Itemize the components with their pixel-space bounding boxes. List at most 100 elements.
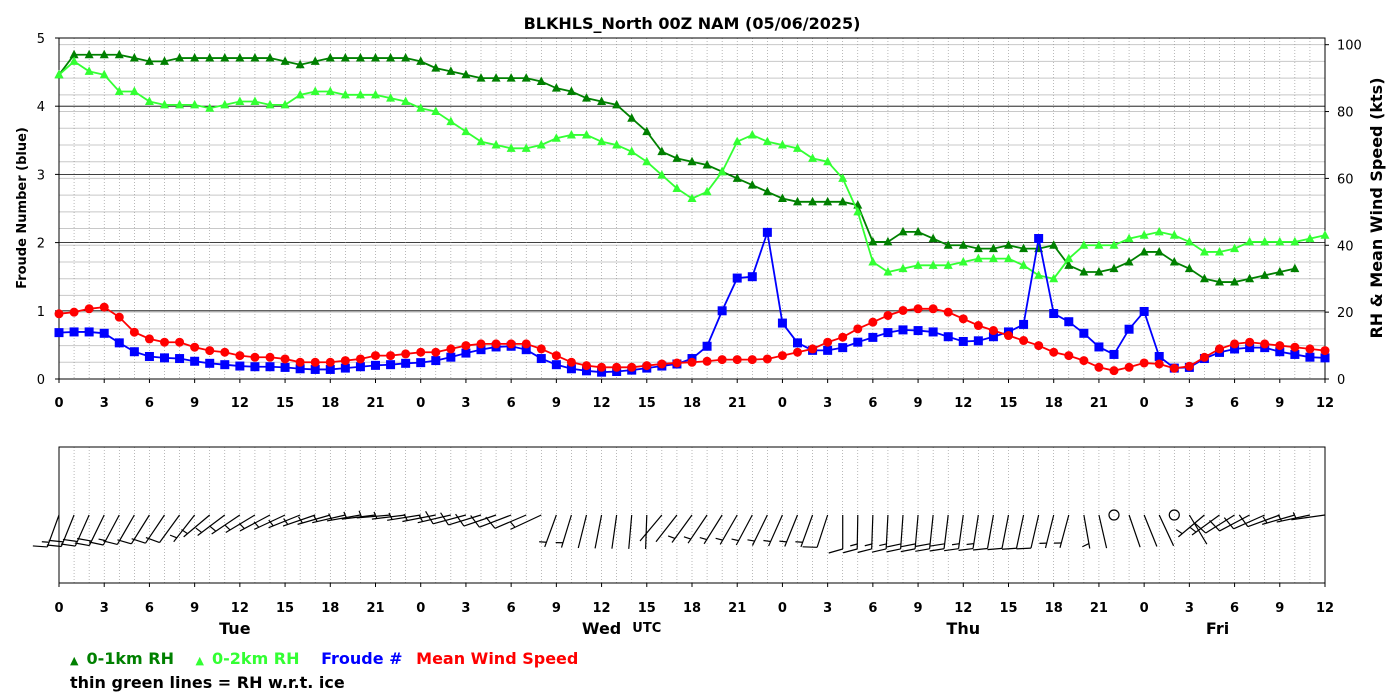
point-0-1km-rh — [777, 193, 787, 202]
point-froude — [943, 332, 953, 342]
barb-feather — [987, 547, 1003, 551]
wind-barb — [944, 514, 964, 552]
point-0-1km-rh — [114, 49, 124, 59]
barb-x-tick-label: 0 — [778, 601, 787, 616]
barb-half-feather — [209, 526, 217, 532]
point-0-2km-rh — [250, 96, 260, 106]
point-mean-wind-speed — [295, 357, 305, 367]
barb-staff — [159, 514, 181, 543]
wind-barb — [387, 512, 421, 521]
point-0-2km-rh — [521, 143, 531, 152]
point-0-1km-rh — [431, 63, 441, 72]
point-0-2km-rh — [627, 146, 637, 156]
wind-barb — [181, 514, 211, 538]
point-mean-wind-speed — [129, 327, 139, 337]
right-tick-label: 0 — [1337, 373, 1345, 388]
barb-staff — [1098, 514, 1108, 549]
barb-half-feather — [298, 516, 303, 524]
barb-feather — [145, 536, 160, 544]
barb-staff — [74, 514, 90, 547]
point-froude — [1305, 352, 1315, 362]
barb-half-feather — [951, 543, 960, 546]
point-0-2km-rh — [205, 103, 215, 112]
x-tick-label: 21 — [1090, 396, 1108, 411]
point-froude — [988, 332, 998, 342]
point-mean-wind-speed — [1184, 361, 1194, 371]
barb-staff — [1262, 514, 1296, 525]
point-0-1km-rh — [69, 49, 79, 59]
barb-feather — [77, 537, 92, 542]
barb-half-feather — [195, 527, 202, 533]
wind-barb — [145, 514, 181, 544]
x-tick-label: 9 — [1275, 396, 1284, 411]
wind-barb — [915, 514, 934, 552]
point-0-1km-rh — [1094, 267, 1104, 276]
barb-half-feather — [98, 538, 106, 542]
point-0-1km-rh — [913, 226, 923, 236]
x-tick-label: 0 — [778, 396, 787, 411]
point-0-2km-rh — [536, 139, 546, 149]
point-froude — [973, 336, 983, 346]
x-tick-label: 6 — [145, 396, 154, 411]
point-0-1km-rh — [762, 186, 772, 196]
x-tick-label: 6 — [1230, 396, 1239, 411]
point-0-2km-rh — [1094, 240, 1104, 249]
barb-half-feather — [1189, 527, 1197, 533]
point-mean-wind-speed — [265, 352, 275, 362]
point-0-2km-rh — [1169, 230, 1179, 239]
x-tick-label: 0 — [54, 396, 63, 411]
point-0-1km-rh — [702, 160, 712, 169]
barb-staff — [402, 514, 436, 523]
point-0-2km-rh — [265, 99, 275, 109]
barb-staff — [611, 514, 618, 549]
wind-barb — [1262, 514, 1296, 525]
point-mean-wind-speed — [928, 304, 938, 314]
point-0-2km-rh — [1230, 243, 1240, 253]
point-0-2km-rh — [190, 99, 200, 109]
point-froude — [582, 366, 591, 376]
wind-barb — [1001, 514, 1025, 550]
point-0-1km-rh — [190, 53, 200, 62]
point-0-2km-rh — [687, 193, 697, 202]
point-mean-wind-speed — [144, 334, 154, 344]
point-mean-wind-speed — [250, 352, 260, 362]
point-0-2km-rh — [310, 86, 320, 95]
left-tick-label: 4 — [37, 100, 45, 115]
barb-staff — [885, 514, 889, 549]
barb-staff — [856, 514, 859, 550]
point-0-1km-rh — [340, 53, 350, 62]
day-label: Fri — [1206, 619, 1229, 638]
barb-staff — [1030, 514, 1040, 549]
point-0-2km-rh — [1290, 236, 1300, 246]
point-froude — [310, 364, 320, 374]
point-mean-wind-speed — [898, 305, 908, 315]
point-0-1km-rh — [943, 240, 953, 249]
barb-staff — [116, 514, 135, 545]
point-0-1km-rh — [1019, 243, 1029, 253]
x-tick-label: 12 — [954, 396, 972, 411]
barb-half-feather — [795, 541, 803, 543]
barb-feather — [455, 513, 465, 527]
point-0-2km-rh — [1049, 273, 1059, 283]
point-froude — [1320, 353, 1330, 363]
point-mean-wind-speed — [506, 339, 516, 349]
point-0-1km-rh — [144, 56, 154, 65]
wind-barb — [509, 514, 542, 530]
wind-barb — [470, 514, 512, 528]
barb-x-tick-label: 0 — [54, 601, 63, 616]
x-tick-label: 3 — [1185, 396, 1194, 411]
wind-barb — [987, 514, 1010, 551]
point-froude — [1154, 351, 1164, 361]
point-froude — [551, 360, 561, 370]
x-tick-label: 12 — [1316, 396, 1334, 411]
point-froude — [1290, 349, 1300, 359]
x-tick-label: 3 — [100, 396, 109, 411]
point-0-1km-rh — [958, 240, 968, 249]
barb-staff — [282, 514, 316, 527]
barb-staff — [1128, 514, 1141, 548]
barb-x-tick-label: 18 — [321, 601, 339, 616]
point-mean-wind-speed — [340, 356, 350, 366]
x-tick-label: 0 — [416, 396, 425, 411]
point-0-1km-rh — [1290, 263, 1300, 273]
point-mean-wind-speed — [1199, 352, 1209, 362]
